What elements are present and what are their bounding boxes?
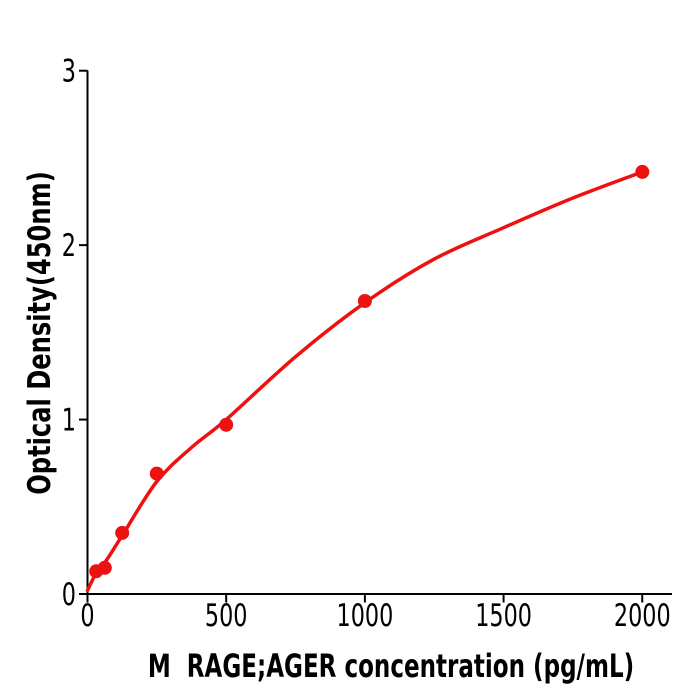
data-points <box>89 164 650 579</box>
x-axis-title: M RAGE;AGER concentration (pg/mL) <box>148 647 634 685</box>
x-tick-label: 1500 <box>475 598 532 634</box>
standard-curve-line <box>85 170 645 593</box>
x-tick-label: 500 <box>205 598 248 634</box>
x-tick-label: 0 <box>80 598 94 634</box>
data-point <box>219 417 234 432</box>
tick-labels: 0 500 1000 1500 2000 0 1 2 3 <box>62 54 671 634</box>
data-point <box>149 466 164 481</box>
x-tick-label: 1000 <box>337 598 394 634</box>
axis-spines <box>86 70 672 595</box>
axes <box>79 69 672 603</box>
y-tick-label: 3 <box>62 54 76 90</box>
fit-curve <box>85 170 645 593</box>
data-point <box>635 164 650 179</box>
data-point <box>357 294 372 308</box>
y-tick-label: 1 <box>62 403 76 439</box>
y-axis-title: Optical Density(450nm) <box>21 171 58 495</box>
y-tick-label: 0 <box>62 577 76 613</box>
data-point <box>115 525 130 540</box>
y-tick-label: 2 <box>62 229 76 265</box>
data-point <box>97 560 112 575</box>
x-tick-label: 2000 <box>614 598 671 634</box>
